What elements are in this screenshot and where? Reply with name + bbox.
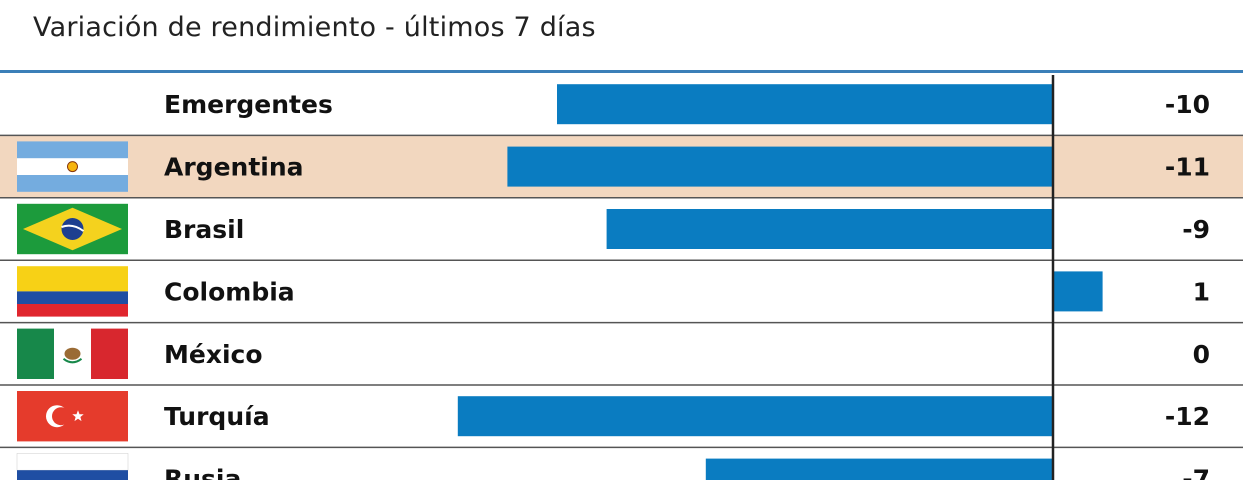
bar-turquia (457, 396, 1053, 437)
value-label-emergentes: -10 (1165, 90, 1210, 119)
top-rule (0, 70, 1243, 73)
bar-colombia (1053, 271, 1103, 312)
value-label-colombia: 1 (1193, 277, 1210, 306)
category-label-colombia: Colombia (164, 277, 295, 306)
category-label-argentina: Argentina (164, 153, 304, 182)
value-label-turquia: -12 (1165, 402, 1210, 431)
argentina-flag (17, 141, 128, 192)
category-label-mexico: México (164, 340, 263, 369)
category-label-turquia: Turquía (164, 402, 270, 431)
value-label-argentina: -11 (1165, 153, 1210, 182)
bar-brasil (606, 209, 1053, 249)
category-label-rusia: Rusia (164, 465, 241, 480)
bar-argentina (507, 146, 1053, 187)
russia-flag (16, 453, 129, 480)
bar-emergentes (557, 84, 1053, 125)
mexico-flag (17, 328, 128, 379)
colombia-flag (17, 266, 128, 317)
value-label-brasil: -9 (1182, 215, 1210, 244)
value-label-mexico: 0 (1193, 340, 1210, 369)
category-label-brasil: Brasil (164, 215, 244, 244)
chart-title: Variación de rendimiento - últimos 7 día… (33, 12, 596, 43)
turkey-flag (17, 391, 128, 442)
bar-rusia (705, 458, 1053, 480)
category-label-emergentes: Emergentes (164, 90, 333, 119)
brazil-flag (17, 203, 128, 255)
value-label-rusia: -7 (1182, 465, 1210, 480)
